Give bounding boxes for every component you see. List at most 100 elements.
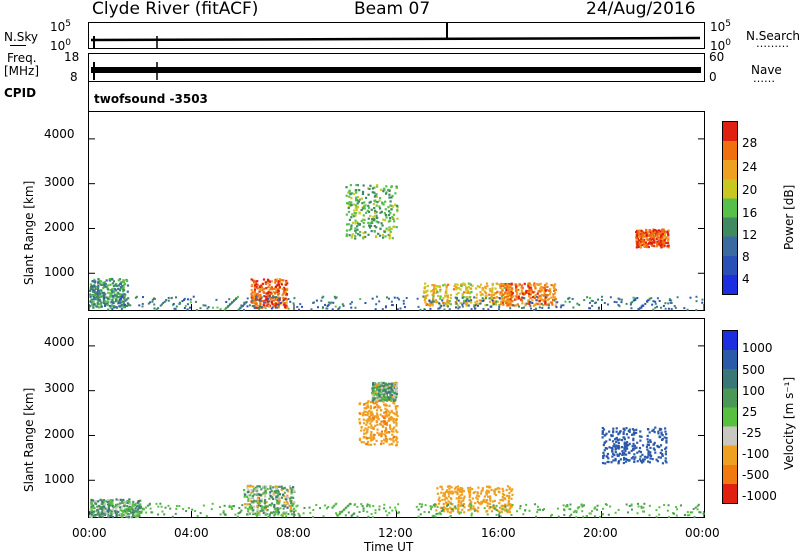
velocity-cell [114, 510, 117, 513]
velocity-cell [196, 514, 199, 517]
velocity-cell [272, 510, 275, 513]
power-cell [256, 292, 259, 295]
velocity-cell [157, 513, 160, 516]
power-cell [383, 219, 387, 222]
velocity-cell [94, 514, 97, 517]
power-cell [211, 306, 214, 309]
power-cell [256, 306, 259, 309]
power-cell [572, 306, 575, 309]
nsky-tick-bottom: 100 [50, 38, 72, 53]
power-cell [479, 294, 483, 297]
velocity-cell [115, 511, 118, 514]
velocity-cell [605, 447, 609, 450]
power-cell [438, 303, 441, 306]
power-cell [446, 300, 449, 303]
power-cell [513, 298, 517, 301]
velocity-cell [202, 504, 205, 507]
velocity-cell [103, 510, 106, 513]
xtick-2000: 20:00 [583, 526, 618, 540]
velocity-cell [643, 502, 646, 505]
power-cell [267, 298, 271, 301]
nave-tick-top: 60 [709, 50, 725, 64]
velocity-cell [118, 514, 121, 517]
velocity-cell [384, 407, 387, 410]
power-cell [542, 304, 545, 307]
power-cell [338, 306, 341, 309]
velocity-cell [132, 504, 135, 507]
velocity-cell [131, 504, 135, 507]
xtick-0000: 00:00 [72, 526, 107, 540]
velocity-cell [601, 461, 605, 465]
velocity-cell [366, 414, 369, 417]
velocity-cell [447, 491, 450, 494]
power-cell [655, 305, 658, 308]
power-cell [428, 299, 431, 302]
velocity-cell [111, 499, 114, 502]
power-cell [106, 288, 110, 291]
velocity-cell [256, 500, 259, 503]
power-cell [355, 189, 358, 192]
velocity-cell [639, 460, 643, 463]
velocity-cell [244, 493, 247, 496]
power-cell [465, 291, 468, 294]
power-cell [125, 298, 128, 301]
velocity-cell [259, 504, 262, 508]
velocity-cell [115, 509, 118, 513]
velocity-cell [265, 513, 269, 516]
velocity-cell [499, 515, 502, 518]
power-cell [93, 303, 96, 306]
velocity-cell [335, 513, 338, 516]
power-cell [162, 301, 165, 304]
vel-cbtick-neg25: -25 [742, 426, 762, 440]
velocity-cell [302, 512, 305, 515]
power-cell [492, 302, 495, 305]
velocity-cell [144, 506, 147, 509]
velocity-cell [366, 404, 369, 407]
velocity-cell [625, 457, 628, 461]
velocity-cell [380, 423, 383, 426]
power-cell [109, 294, 112, 297]
velocity-cell [361, 414, 365, 417]
velocity-cell [210, 508, 213, 511]
velocity-cell [91, 512, 95, 515]
power-cell [375, 220, 378, 223]
power-cell [502, 303, 505, 306]
velocity-cell [634, 456, 637, 459]
power-cell [470, 299, 473, 302]
power-cell [155, 308, 158, 311]
power-cell [517, 288, 520, 292]
power-cell [260, 296, 263, 299]
velocity-cell [494, 488, 497, 491]
velocity-cell [95, 502, 98, 505]
power-cell [641, 243, 644, 247]
power-cell [96, 297, 99, 300]
power-cell [645, 233, 648, 236]
velocity-cell [122, 510, 125, 513]
velocity-cell [347, 511, 350, 514]
power-cell [194, 300, 197, 303]
velocity-cell [288, 504, 291, 507]
velocity-cell [264, 489, 267, 493]
power-cell [542, 300, 545, 303]
power-cell [499, 286, 502, 290]
power-cell [652, 231, 655, 234]
velocity-cell [371, 394, 374, 397]
velocity-cell [286, 502, 289, 505]
velocity-cell [377, 418, 380, 421]
power-cell [617, 303, 620, 306]
velocity-cell [385, 408, 389, 412]
velocity-cell [661, 438, 664, 442]
power-cell [474, 301, 477, 304]
velocity-cell [372, 383, 375, 386]
power-cell [229, 302, 232, 305]
power-cell [356, 195, 360, 199]
power-cell [643, 242, 646, 245]
freq-tick-bottom: 8 [70, 70, 78, 84]
power-cell [647, 245, 650, 249]
velocity-cell [175, 507, 178, 510]
velocity-cell [372, 505, 375, 508]
power-cell [541, 293, 544, 297]
velocity-cell [110, 512, 113, 515]
velocity-cell [630, 449, 633, 452]
power-cell [443, 304, 446, 307]
